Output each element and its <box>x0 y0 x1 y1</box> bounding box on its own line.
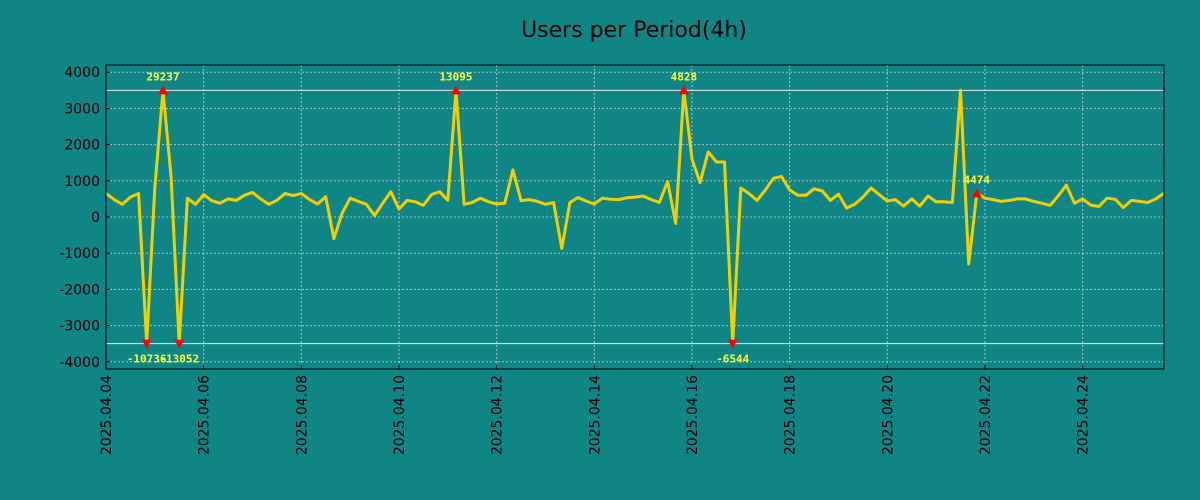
y-tick-label: 1000 <box>64 174 100 190</box>
peak-label: 29237 <box>146 70 179 83</box>
x-tick-label: 2025.04.18 <box>783 375 799 455</box>
peak-marker-down <box>174 339 185 349</box>
x-tick-label: 2025.04.06 <box>197 375 213 455</box>
peak-marker-up <box>450 85 461 95</box>
x-tick-label: 2025.04.14 <box>587 375 603 455</box>
y-tick-label: 2000 <box>64 138 100 154</box>
peak-marker-up <box>157 85 168 95</box>
peak-label: -13052 <box>159 353 199 366</box>
x-tick-label: 2025.04.04 <box>99 375 115 455</box>
y-tick-label: 4000 <box>64 65 100 81</box>
peak-marker-up <box>678 85 689 95</box>
x-tick-label: 2025.04.24 <box>1076 375 1092 455</box>
peak-label: -6544 <box>716 353 749 366</box>
peak-marker-down <box>727 339 738 349</box>
y-tick-label: 0 <box>91 210 100 226</box>
chart-title: Users per Period(4h) <box>521 18 747 43</box>
series <box>105 88 1165 346</box>
y-tick-label: 3000 <box>64 101 100 117</box>
peak-marker-up <box>971 188 982 198</box>
peak-label: 13095 <box>439 70 472 83</box>
y-axis: 4000 3000 2000 1000 0 -1000 -2000 -3000 -4000 <box>59 65 110 371</box>
series-line <box>105 88 1165 346</box>
peak-markers: 29237 -10736-13052 13095 4828 -6544 4474 <box>127 70 991 365</box>
y-tick-label: -3000 <box>59 319 100 335</box>
peak-marker-down <box>141 339 152 349</box>
y-tick-label: -4000 <box>59 355 100 371</box>
y-tick-label: -2000 <box>59 282 100 298</box>
peak-label: -10736 <box>127 353 167 366</box>
peak-label: 4474 <box>964 173 991 186</box>
x-tick-label: 2025.04.08 <box>294 375 310 455</box>
plot-frame <box>105 64 1165 370</box>
x-tick-label: 2025.04.20 <box>880 375 896 455</box>
grid <box>105 65 1164 369</box>
x-axis: 2025.04.04 2025.04.06 2025.04.08 2025.04.10… <box>99 365 1092 455</box>
y-tick-label: -1000 <box>59 246 100 262</box>
peak-label: 4828 <box>671 70 698 83</box>
x-tick-label: 2025.04.10 <box>392 375 408 455</box>
x-tick-label: 2025.04.22 <box>978 375 994 455</box>
clip-lines <box>106 89 1164 345</box>
x-tick-label: 2025.04.16 <box>685 375 701 455</box>
x-tick-label: 2025.04.12 <box>490 375 506 455</box>
